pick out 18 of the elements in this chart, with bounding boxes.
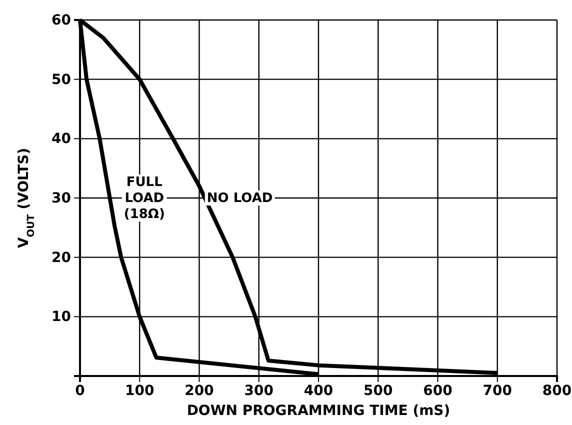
x-tick-label: 500 (364, 382, 393, 399)
x-axis-title: DOWN PROGRAMMING TIME (mS) (186, 403, 450, 419)
x-tick-label: 800 (542, 382, 572, 399)
x-tick-label: 0 (75, 382, 86, 399)
x-tick-label: 100 (125, 382, 154, 399)
x-tick-label: 200 (184, 382, 214, 399)
y-tick-label: 40 (52, 131, 72, 148)
y-tick-label: 30 (52, 190, 72, 206)
x-tick-label: 300 (244, 382, 274, 399)
y-tick-label: 50 (52, 72, 72, 88)
x-tick-label: 600 (423, 382, 453, 399)
annotation: NO LOAD (206, 190, 273, 206)
annotation: FULL LOAD (18Ω) (124, 174, 165, 222)
x-tick-label: 400 (304, 382, 334, 399)
y-tick-label: 60 (52, 12, 72, 28)
x-tick-label: 700 (482, 382, 512, 399)
y-tick-label: 10 (52, 309, 72, 326)
y-tick-label: 20 (52, 250, 72, 266)
